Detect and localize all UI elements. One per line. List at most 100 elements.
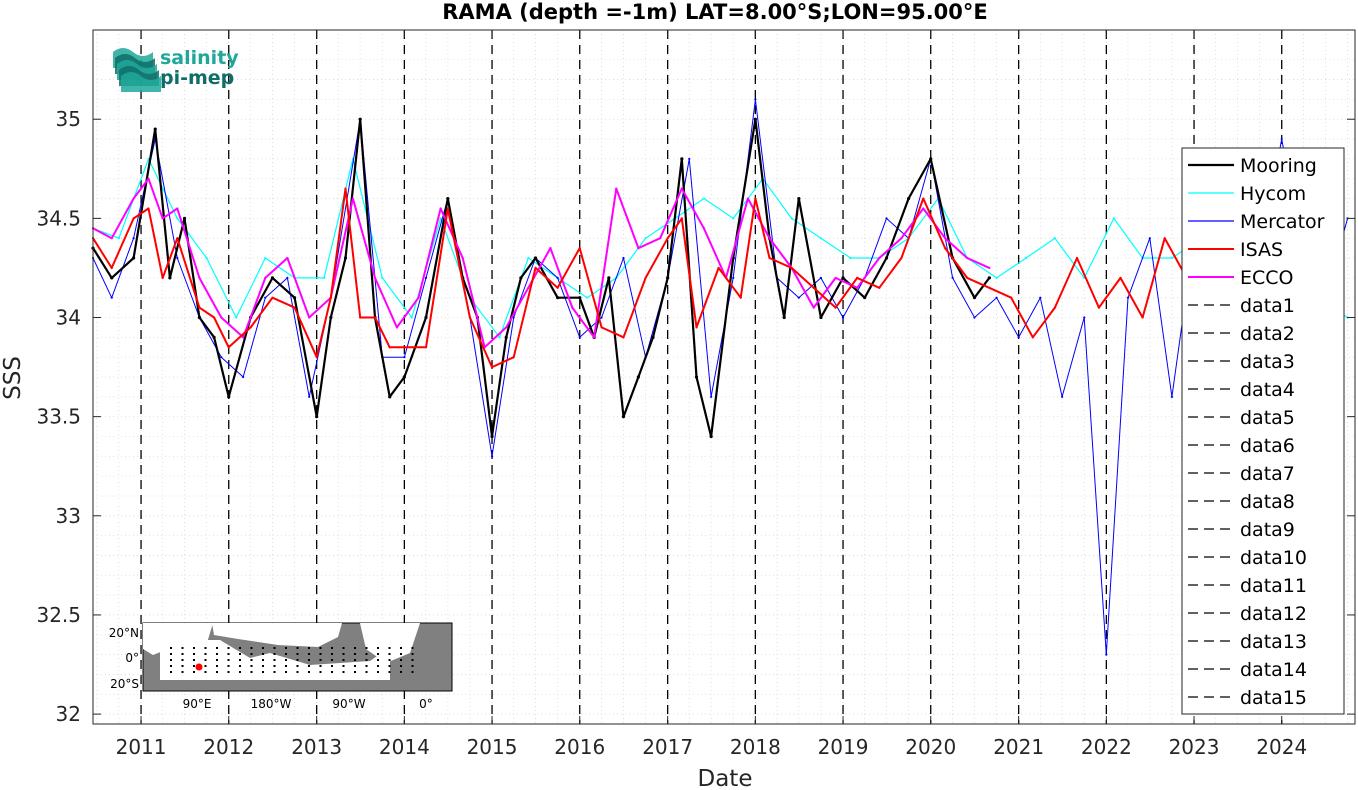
inset-buoy-dot (170, 671, 172, 673)
series-isas-point (878, 286, 881, 289)
inset-buoy-dot (181, 659, 184, 661)
series-mercator-point (308, 395, 311, 398)
series-mercator-point (424, 276, 428, 279)
series-hycom-point (439, 217, 442, 220)
series-ecco-point (966, 256, 969, 260)
series-isas-point (271, 296, 274, 299)
inset-buoy-dot (204, 665, 207, 667)
legend-label: data12 (1240, 603, 1307, 625)
inset-buoy-dot (239, 671, 241, 673)
series-ecco-point (439, 207, 442, 210)
series-isas-point (834, 306, 837, 309)
inset-buoy-dot (354, 653, 356, 655)
inset-buoy-dot (342, 665, 345, 667)
inset-buoy-dot (250, 665, 253, 667)
inset-buoy-dot (262, 665, 264, 667)
series-mooring-point (621, 415, 626, 419)
series-ecco-point (308, 316, 311, 319)
series-hycom-point (1025, 256, 1028, 260)
series-mooring-point (636, 375, 640, 379)
series-mooring-point (884, 256, 889, 260)
series-mooring-point (168, 276, 172, 280)
x-tick-label: 2021 (993, 735, 1044, 759)
series-hycom-point (644, 237, 647, 240)
series-mercator-point (1017, 336, 1020, 339)
inset-buoy-dot (193, 671, 195, 673)
series-hycom-point (790, 217, 793, 220)
series-ecco-point (637, 247, 640, 250)
series-hycom-point (586, 296, 589, 299)
series-mooring-point (519, 276, 523, 280)
series-hycom-point (498, 336, 501, 339)
series-mercator-point (578, 336, 581, 339)
series-isas-point (403, 346, 406, 349)
legend-label: data4 (1240, 379, 1295, 401)
series-mercator-point (797, 296, 800, 299)
series-ecco-point (198, 276, 201, 279)
inset-buoy-dot (365, 659, 368, 661)
inset-buoy-dot (181, 653, 184, 655)
inset-buoy-dot (227, 671, 230, 673)
y-tick-label: 34 (56, 306, 81, 330)
series-isas-point (622, 336, 625, 339)
series-ecco-point (834, 276, 837, 279)
series-isas-point (1053, 306, 1057, 309)
series-mooring-point (388, 395, 392, 399)
inset-buoy-dot (308, 653, 310, 655)
series-isas-point (680, 217, 683, 220)
series-mercator-point (1280, 137, 1283, 141)
series-isas-point (856, 276, 859, 279)
series-isas-point (329, 296, 332, 299)
series-isas-point (812, 286, 815, 289)
inset-buoy-dot (308, 647, 310, 649)
inset-lon-label: 90°E (183, 697, 212, 711)
series-mercator-point (286, 276, 289, 279)
inset-buoy-dot (181, 671, 184, 673)
legend-label: data1 (1240, 295, 1295, 317)
series-mercator-point (600, 316, 603, 319)
inset-buoy-dot (296, 665, 299, 667)
series-mooring-point (227, 395, 231, 399)
series-hycom-point (849, 256, 852, 260)
series-isas-point (1097, 306, 1101, 309)
series-isas-point (754, 197, 757, 200)
inset-buoy-dot (411, 647, 414, 649)
series-isas-point (717, 266, 720, 270)
inset-buoy-dot (262, 671, 264, 673)
series-mooring-point (424, 315, 428, 320)
series-mooring-point (819, 315, 823, 320)
series-isas-point (1010, 296, 1013, 299)
inset-buoy-dot (239, 665, 241, 667)
inset-buoy-dot (377, 665, 379, 667)
inset-buoy-dot (354, 647, 356, 649)
series-isas-point (966, 276, 969, 279)
inset-buoy-dot (285, 647, 287, 649)
x-tick-label: 2012 (203, 735, 254, 759)
series-isas-point (578, 247, 581, 250)
series-mercator-point (1061, 395, 1064, 398)
series-ecco-point (922, 207, 925, 210)
inset-buoy-dot (388, 665, 391, 667)
y-tick-label: 33.5 (36, 405, 81, 429)
series-isas-point (739, 296, 742, 299)
legend-label: Mercator (1240, 211, 1325, 233)
y-tick-label: 33 (56, 504, 81, 528)
series-mercator-point (688, 157, 691, 160)
series-ecco-point (132, 197, 135, 200)
inset-buoy-dot (342, 659, 345, 661)
series-isas-point (768, 256, 771, 260)
inset-buoy-dot (388, 659, 391, 661)
inset-buoy-dot (216, 647, 218, 649)
series-ecco-point (549, 247, 552, 250)
inset-buoy-dot (204, 671, 207, 673)
series-mercator-point (132, 237, 135, 240)
series-isas-point (388, 346, 391, 349)
inset-buoy-dot (227, 647, 230, 649)
legend-box (1181, 147, 1345, 715)
inset-buoy-dot (181, 665, 184, 667)
inset-buoy-dot (319, 659, 322, 661)
series-mooring-point (694, 375, 699, 379)
series-mooring-point (315, 415, 319, 419)
inset-buoy-dot (331, 653, 333, 655)
inset-buoy-dot (331, 671, 333, 673)
